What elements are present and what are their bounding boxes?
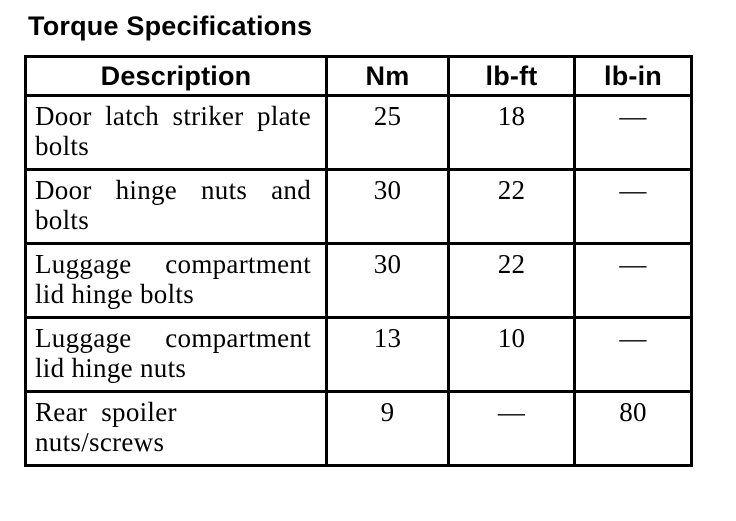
table-row: Door hinge nuts and bolts 30 22 — <box>24 168 693 245</box>
description-line: lid hinge nuts <box>35 353 187 383</box>
col-header-description: Description <box>24 55 328 97</box>
cell-lb-ft: 22 <box>447 242 576 319</box>
cell-nm: 25 <box>325 94 450 171</box>
description-line: nuts/screws <box>35 427 165 457</box>
cell-lb-in: — <box>573 242 693 319</box>
torque-specifications-table: Description Nm lb-ft lb-in Door latch st… <box>24 55 693 467</box>
description-line: bolts <box>35 131 90 161</box>
cell-lb-ft: 22 <box>447 168 576 245</box>
cell-description: Rear spoiler nuts/screws <box>24 390 328 467</box>
description-line: Rear spoiler <box>35 397 177 427</box>
cell-lb-in: — <box>573 94 693 171</box>
description-line: Door hinge nuts and <box>35 175 311 205</box>
cell-lb-ft: — <box>447 390 576 467</box>
table-row: Door latch striker plate bolts 25 18 — <box>24 94 693 171</box>
page-title: Torque Specifications <box>28 11 313 41</box>
cell-nm: 9 <box>325 390 450 467</box>
description-line: lid hinge bolts <box>35 279 194 309</box>
cell-lb-ft: 18 <box>447 94 576 171</box>
table-row: Luggage compartment lid hinge bolts 30 2… <box>24 242 693 319</box>
cell-nm: 13 <box>325 316 450 393</box>
table-header-row: Description Nm lb-ft lb-in <box>24 55 693 97</box>
description-line: Door latch striker plate <box>35 101 311 131</box>
cell-nm: 30 <box>325 168 450 245</box>
cell-description: Luggage compartment lid hinge nuts <box>24 316 328 393</box>
cell-description: Door latch striker plate bolts <box>24 94 328 171</box>
manual-page: Torque Specifications Description Nm lb-… <box>0 11 736 467</box>
description-line: Luggage compartment <box>35 323 311 353</box>
table-row: Luggage compartment lid hinge nuts 13 10… <box>24 316 693 393</box>
cell-nm: 30 <box>325 242 450 319</box>
cell-description: Door hinge nuts and bolts <box>24 168 328 245</box>
col-header-lb-in: lb-in <box>573 55 693 97</box>
col-header-nm: Nm <box>325 55 450 97</box>
cell-lb-in: — <box>573 168 693 245</box>
cell-lb-ft: 10 <box>447 316 576 393</box>
col-header-lb-ft: lb-ft <box>447 55 576 97</box>
description-line: Luggage compartment <box>35 249 311 279</box>
cell-lb-in: — <box>573 316 693 393</box>
cell-lb-in: 80 <box>573 390 693 467</box>
description-line: bolts <box>35 205 90 235</box>
table-row: Rear spoiler nuts/screws 9 — 80 <box>24 390 693 467</box>
cell-description: Luggage compartment lid hinge bolts <box>24 242 328 319</box>
